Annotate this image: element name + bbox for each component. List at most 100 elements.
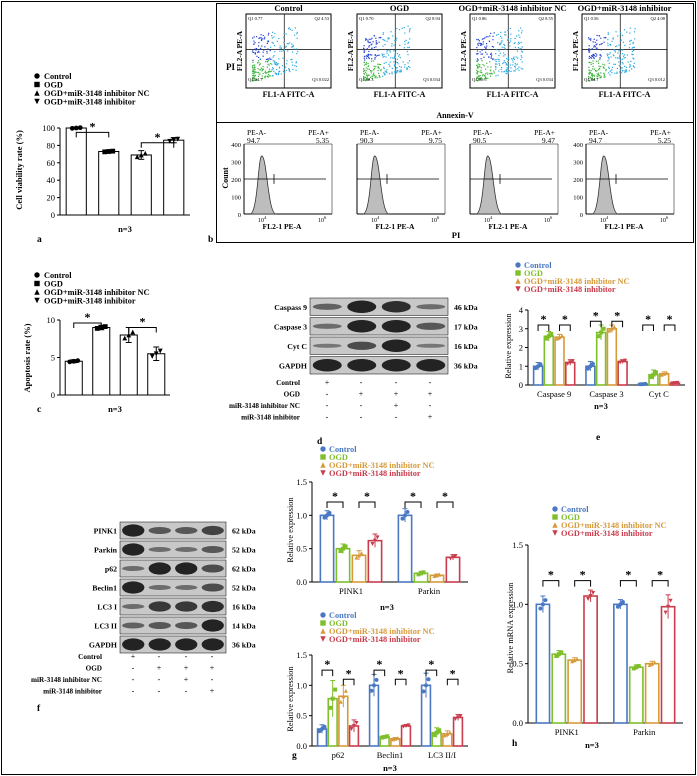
blot-d-band [381,301,411,313]
significance-bracket [446,678,459,686]
treatment-mark: - [158,652,161,661]
data-point [351,723,356,728]
data-point [618,360,623,365]
scatter-point [478,77,480,79]
scatter-point [268,64,270,66]
scatter-point [504,44,506,46]
scatter-point [513,70,515,72]
scatter-point [264,70,267,72]
scatter-point [375,41,377,43]
significance-star: * [85,310,91,324]
scatter-point [491,54,493,56]
scatter-point [509,40,512,42]
scatter-point [505,69,507,71]
scatter-point [481,49,483,51]
scatter-point [252,80,254,82]
scatter-point [396,58,399,60]
scatter-point [493,70,495,72]
scatter-point [253,79,255,81]
scatter-point [373,35,376,37]
scatter-point [477,79,479,82]
histogram-pos-label: PE-A+ [308,128,329,137]
scatter-point [603,73,606,75]
scatter-point [514,62,516,65]
treatment-mark: + [157,664,162,673]
scatter-point [295,65,298,68]
scatter-point [256,71,258,74]
scatter-point [253,36,255,38]
scatter-point [385,71,387,73]
scatter-point [257,56,260,59]
scatter-point [598,35,601,37]
scatter-point [271,58,273,60]
scatter-point [371,58,373,60]
scatter-point [363,77,365,79]
scatter-point [494,63,497,65]
n-label: n=3 [594,401,608,411]
scatter-point [278,58,280,60]
y-tick-label: 0.0 [512,718,523,728]
treatment-mark: - [185,652,188,661]
scatter-point [378,67,380,69]
scatter-point [392,57,394,59]
scatter-point [593,79,595,81]
scatter-point [481,44,483,46]
bar [445,556,461,583]
scatter-point [256,62,259,64]
scatter-point [253,80,255,82]
scatter-point [627,61,629,63]
panel-b-frame [216,3,694,243]
data-point [370,542,375,546]
scatter-point [504,62,507,64]
scatter-point [490,66,492,68]
blot-f-strip [119,616,227,635]
scatter-point [489,75,492,77]
scatter-point [479,64,481,66]
scatter-point [508,70,511,72]
treatment-mark: + [394,390,399,399]
scatter-point [499,52,502,54]
scatter-point [377,69,379,72]
bar [543,335,555,386]
scatter-point [493,32,495,34]
scatter-point [611,40,613,43]
treatment-mark: - [326,401,329,410]
treatment-label: OGD [86,665,102,673]
blot-f-band [148,601,171,612]
scatter-point [276,40,278,42]
panel-b-divider [216,122,694,123]
data-point [634,665,639,670]
scatter-point [382,45,384,47]
scatter-point [603,41,605,43]
scatter-point [407,54,409,56]
scatter-point [378,37,380,39]
treatment-label: miR-3148 inhibitor NC [31,676,102,684]
scatter-point [520,32,523,34]
scatter-point [618,71,621,73]
scatter-point [365,62,368,64]
data-point [432,733,437,738]
histogram-y-tick: 300 [573,160,583,167]
scatter-point [480,43,482,45]
blot-d-band [312,303,342,310]
scatter-point [365,38,367,40]
scatter-point [378,41,380,43]
data-point [609,326,614,331]
data-point [555,336,560,341]
scatter-point [631,50,634,53]
scatter-point [612,38,614,40]
scatter-point [265,75,267,77]
scatter-point [603,76,605,78]
bar [98,150,120,216]
scatter-point [476,46,478,49]
scatter-point [378,63,380,65]
scatter-point [389,50,391,52]
scatter-point [614,50,616,52]
scatter-point [384,72,386,74]
bar [660,605,676,724]
scatter-point [495,53,497,55]
scatter-point [629,65,632,67]
scatter-point [478,42,480,44]
scatter-point [407,46,409,49]
